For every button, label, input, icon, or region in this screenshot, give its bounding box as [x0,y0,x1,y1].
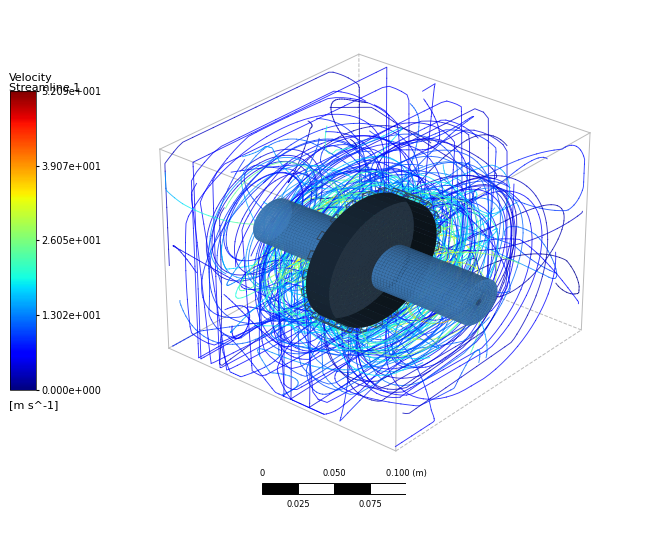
Bar [298,483,334,494]
Text: [m s^-1]: [m s^-1] [9,400,58,411]
Text: 0: 0 [259,469,265,478]
Text: 0.100 (m): 0.100 (m) [386,469,426,478]
Text: 0.025: 0.025 [286,500,310,509]
Text: 0.050: 0.050 [322,469,346,478]
Bar [334,483,370,494]
Bar [262,483,298,494]
Bar [370,483,406,494]
Text: Velocity: Velocity [9,73,52,83]
Text: Streamline 1: Streamline 1 [9,83,80,93]
Text: 0.075: 0.075 [358,500,382,509]
